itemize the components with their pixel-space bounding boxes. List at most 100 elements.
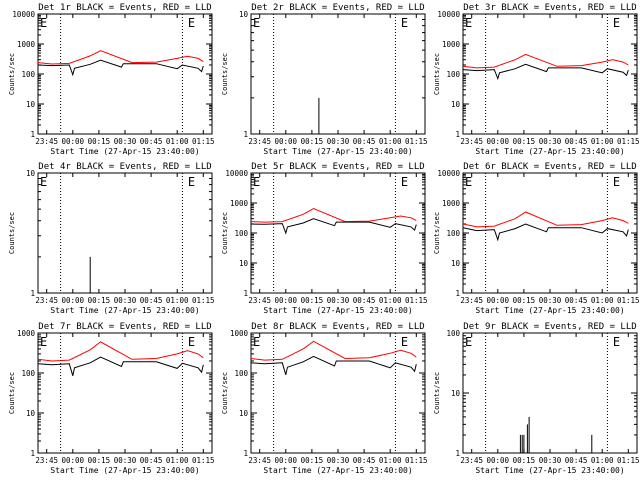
- y-tick-label: 10000: [225, 169, 248, 178]
- y-axis-label: Counts/sec: [221, 53, 229, 95]
- x-tick-label: 01:15: [405, 296, 428, 305]
- series-line-2: [250, 355, 417, 375]
- series-line-1: [37, 341, 204, 362]
- x-axis-label: Start Time (27-Apr-15 23:40:00): [50, 147, 199, 156]
- x-tick-label: 00:45: [140, 137, 163, 146]
- chart-title: Det 1r BLACK = Events, RED = LLD: [38, 3, 211, 13]
- x-tick-label: 01:15: [405, 456, 428, 465]
- series-line-2: [37, 59, 204, 77]
- y-tick-label: 1: [455, 449, 460, 458]
- y-tick-label: 1: [455, 289, 460, 298]
- y-tick-label: 100: [21, 70, 35, 79]
- chart-title: Det 3r BLACK = Events, RED = LLD: [463, 3, 636, 13]
- x-tick-label: 00:30: [539, 456, 562, 465]
- x-tick-label: 00:45: [353, 456, 376, 465]
- y-tick-label: 100: [446, 329, 460, 338]
- series-line-1: [519, 416, 593, 454]
- x-tick-label: 01:00: [591, 137, 614, 146]
- x-tick-label: 00:30: [327, 296, 350, 305]
- x-tick-label: 00:00: [62, 456, 85, 465]
- series-line-1: [250, 340, 417, 361]
- x-tick-label: 23:45: [35, 456, 58, 465]
- y-tick-label: 1: [455, 130, 460, 139]
- chart-panel-4: Det 4r BLACK = Events, RED = LLD 1 10 23:45…: [8, 162, 215, 315]
- y-axis-label: Counts/sec: [8, 212, 16, 254]
- event-marker: E: [188, 16, 195, 30]
- x-tick-label: 00:30: [539, 296, 562, 305]
- event-marker: E: [613, 335, 620, 349]
- y-tick-label: 1000: [442, 40, 461, 49]
- y-tick-label: 10: [451, 389, 461, 398]
- series-line-2: [250, 218, 417, 235]
- y-tick-label: 10000: [437, 10, 460, 19]
- x-tick-label: 23:45: [460, 296, 483, 305]
- x-tick-label: 23:45: [35, 296, 58, 305]
- x-tick-label: 00:45: [140, 296, 163, 305]
- y-tick-label: 100: [234, 229, 248, 238]
- event-marker: E: [613, 175, 620, 189]
- x-tick-label: 00:15: [301, 456, 324, 465]
- x-tick-label: 00:30: [114, 296, 137, 305]
- x-tick-label: 23:45: [248, 137, 271, 146]
- y-tick-label: 10: [451, 259, 461, 268]
- y-tick-label: 100: [234, 369, 248, 378]
- x-tick-label: 00:30: [114, 456, 137, 465]
- x-tick-label: 01:00: [379, 137, 402, 146]
- y-tick-label: 1000: [230, 199, 249, 208]
- chart-panel-3: Det 3r BLACK = Events, RED = LLD 1 10 100 10…: [433, 3, 640, 156]
- y-tick-label: 1: [30, 449, 35, 458]
- x-tick-label: 01:15: [617, 137, 640, 146]
- event-marker: E: [188, 175, 195, 189]
- y-tick-label: 1000: [442, 199, 461, 208]
- x-tick-label: 23:45: [35, 137, 58, 146]
- x-tick-label: 00:00: [275, 456, 298, 465]
- y-axis-label: Counts/sec: [221, 372, 229, 414]
- event-marker: E: [253, 335, 260, 349]
- event-marker: E: [401, 175, 408, 189]
- plot-frame: [462, 172, 638, 294]
- y-tick-label: 1: [243, 289, 248, 298]
- event-marker: E: [465, 335, 472, 349]
- x-tick-label: 00:30: [327, 456, 350, 465]
- series-line-2: [462, 63, 629, 81]
- x-tick-label: 00:00: [62, 137, 85, 146]
- x-axis-label: Start Time (27-Apr-15 23:40:00): [475, 306, 624, 315]
- x-tick-label: 01:15: [617, 296, 640, 305]
- chart-panel-9: Det 9r BLACK = Events, RED = LLD 1 10 100 23…: [433, 322, 640, 475]
- x-tick-label: 00:30: [327, 137, 350, 146]
- x-tick-label: 23:45: [460, 456, 483, 465]
- series-line-1: [37, 50, 204, 65]
- chart-title: Det 7r BLACK = Events, RED = LLD: [38, 322, 211, 332]
- x-tick-label: 00:15: [513, 296, 536, 305]
- series-line-1: [250, 208, 417, 223]
- event-marker: E: [188, 335, 195, 349]
- series-line-1: [462, 53, 629, 69]
- chart-panel-6: Det 6r BLACK = Events, RED = LLD 1 10 100 10…: [433, 162, 640, 315]
- x-tick-label: 01:00: [379, 296, 402, 305]
- x-tick-label: 00:45: [565, 296, 588, 305]
- chart-title: Det 8r BLACK = Events, RED = LLD: [251, 322, 424, 332]
- event-marker: E: [253, 16, 260, 30]
- x-tick-label: 00:45: [565, 456, 588, 465]
- x-tick-label: 00:00: [62, 296, 85, 305]
- chart-panel-5: Det 5r BLACK = Events, RED = LLD 1 10 100 10…: [221, 162, 428, 315]
- x-tick-label: 23:45: [248, 456, 271, 465]
- y-tick-label: 1: [30, 289, 35, 298]
- x-tick-label: 00:00: [487, 137, 510, 146]
- x-tick-label: 00:15: [301, 137, 324, 146]
- y-axis-label: Counts/sec: [433, 372, 441, 414]
- x-axis-label: Start Time (27-Apr-15 23:40:00): [50, 466, 199, 475]
- y-tick-label: 1: [243, 449, 248, 458]
- chart-title: Det 5r BLACK = Events, RED = LLD: [251, 162, 424, 172]
- x-tick-label: 00:15: [301, 296, 324, 305]
- event-marker: E: [40, 16, 47, 30]
- event-marker: E: [40, 175, 47, 189]
- x-tick-label: 00:30: [114, 137, 137, 146]
- x-tick-label: 01:00: [166, 456, 189, 465]
- x-axis-label: Start Time (27-Apr-15 23:40:00): [263, 466, 412, 475]
- plot-frame: [250, 172, 426, 294]
- chart-panel-1: Det 1r BLACK = Events, RED = LLD 1 10 100 10…: [8, 3, 215, 156]
- x-tick-label: 01:15: [192, 296, 215, 305]
- y-axis-label: Counts/sec: [8, 53, 16, 95]
